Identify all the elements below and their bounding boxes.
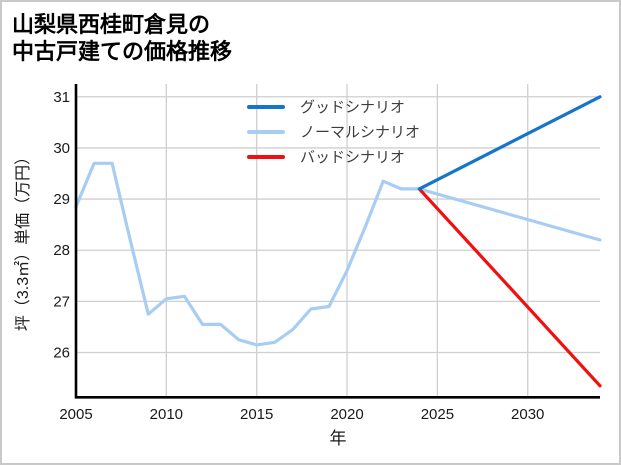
page-title-line2: 中古戸建ての価格推移 (12, 39, 233, 64)
x-tick-label: 2030 (511, 406, 544, 423)
y-tick-label: 30 (53, 140, 70, 157)
x-axis-label: 年 (329, 429, 347, 448)
legend-label-bad: バッドシナリオ (300, 149, 406, 166)
legend-label-good: グッドシナリオ (300, 99, 406, 116)
y-tick-label: 28 (53, 242, 70, 259)
x-tick-label: 2020 (330, 406, 363, 423)
legend-item-normal: ノーマルシナリオ (247, 119, 420, 144)
y-tick-label: 29 (53, 191, 70, 208)
series-line-good (417, 95, 602, 191)
x-tick-label: 2025 (421, 406, 454, 423)
y-tick-label: 31 (53, 89, 70, 106)
axis-spines (74, 84, 600, 399)
page-title: 山梨県西桂町倉見の 中古戸建ての価格推移 (12, 11, 232, 65)
y-tick-label: 27 (53, 293, 70, 310)
legend-line-sample-normal (247, 129, 285, 134)
x-tick-label: 2005 (59, 406, 92, 423)
legend-item-bad: バッドシナリオ (247, 144, 420, 169)
legend-label-normal: ノーマルシナリオ (300, 124, 421, 141)
legend-line-sample-bad (247, 154, 285, 159)
x-tick-label: 2010 (150, 406, 183, 423)
y-tick-label: 26 (53, 345, 70, 362)
chart-legend: グッドシナリオ ノーマルシナリオ バッドシナリオ (247, 94, 420, 169)
y-axis-label: 坪（3.3㎡）単価（万円） (15, 148, 32, 332)
series-line-bad (417, 187, 602, 388)
legend-item-good: グッドシナリオ (247, 94, 420, 119)
legend-line-sample-good (247, 104, 285, 109)
page-title-line1: 山梨県西桂町倉見の (12, 12, 211, 37)
x-tick-label: 2015 (240, 406, 273, 423)
series-line-normal (417, 187, 602, 242)
series-line-historical (74, 161, 421, 347)
